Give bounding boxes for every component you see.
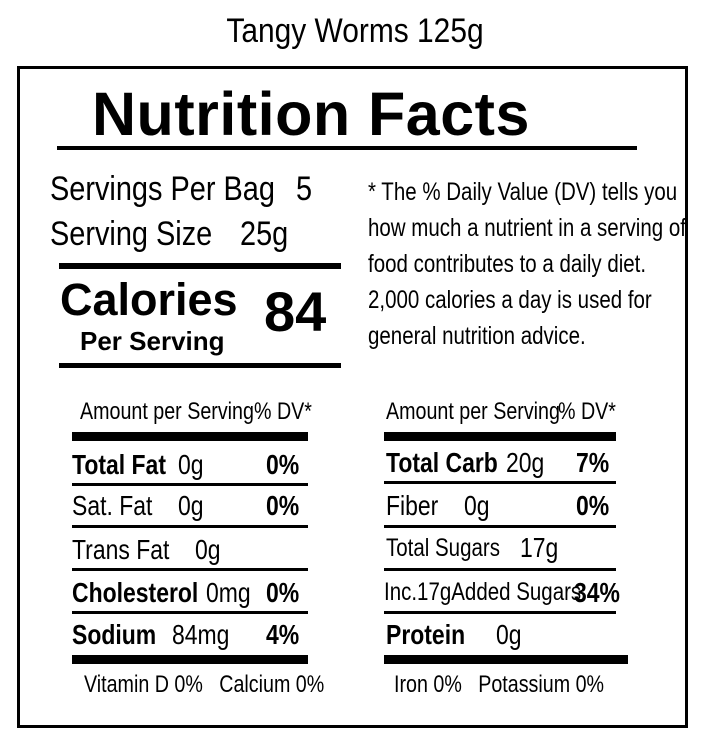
- left-row-dv: 0%: [266, 490, 300, 521]
- right-row-amount: 0g: [496, 619, 522, 650]
- right-row-rule: [384, 481, 616, 484]
- left-header-rule: [72, 432, 308, 441]
- calories-bottom-rule: [59, 363, 341, 368]
- left-row-name: Sodium: [72, 619, 157, 650]
- calories-label: Calories: [60, 274, 238, 325]
- right-row-dv: 34%: [574, 577, 620, 608]
- servings-per-bag-label: Servings Per Bag: [50, 170, 275, 208]
- left-row-amount: 0g: [178, 449, 204, 480]
- right-header-rule: [384, 432, 616, 441]
- right-row-amount: 17g: [520, 532, 559, 563]
- dv-note-line: general nutrition advice.: [368, 322, 586, 350]
- right-row-rule: [384, 611, 616, 614]
- right-header-amount: Amount per Serving: [386, 398, 560, 425]
- dv-note-line: * The % Daily Value (DV) tells you: [368, 178, 678, 206]
- right-footer-minerals: Iron 0% Potassium 0%: [394, 671, 605, 698]
- left-row-rule: [72, 568, 308, 571]
- left-row-amount: 0mg: [206, 577, 251, 608]
- left-row-dv: 4%: [266, 619, 300, 650]
- serving-size-label: Serving Size: [50, 215, 213, 253]
- product-title: Tangy Worms 125g: [226, 12, 484, 50]
- right-row-dv: 7%: [576, 447, 610, 478]
- right-row-name: Total Sugars: [386, 534, 500, 562]
- right-row-name: Inc.17gAdded Sugars: [384, 578, 582, 606]
- dv-note-line: food contributes to a daily diet.: [368, 250, 647, 278]
- serving-size-value: 25g: [240, 215, 289, 253]
- left-row-name: Sat. Fat: [72, 490, 153, 521]
- calories-top-rule: [59, 263, 341, 269]
- heading-rule: [57, 146, 637, 150]
- right-row-name: Protein: [386, 619, 466, 650]
- right-row-dv: 0%: [576, 490, 610, 521]
- left-header-dv: % DV*: [254, 398, 312, 425]
- left-header-amount: Amount per Serving: [80, 398, 254, 425]
- nutrition-label-box: [17, 66, 688, 728]
- right-row-name: Fiber: [386, 490, 439, 521]
- left-row-amount: 84mg: [172, 619, 230, 650]
- left-row-amount: 0g: [195, 534, 221, 565]
- calories-per-serving: Per Serving: [80, 326, 225, 356]
- calories-value: 84: [264, 280, 327, 343]
- right-header-dv: % DV*: [558, 398, 616, 425]
- left-row-rule: [72, 483, 308, 486]
- left-row-dv: 0%: [266, 577, 300, 608]
- dv-note-line: how much a nutrient in a serving of: [368, 214, 686, 242]
- left-row-name: Trans Fat: [72, 534, 170, 565]
- right-row-name: Total Carb: [386, 447, 498, 478]
- left-footer-vitamins: Vitamin D 0% Calcium 0%: [84, 671, 325, 698]
- right-footer-rule: [384, 655, 628, 664]
- left-row-name: Total Fat: [72, 449, 166, 480]
- left-row-dv: 0%: [266, 449, 300, 480]
- right-row-rule: [384, 525, 616, 528]
- left-row-name: Cholesterol: [72, 577, 199, 608]
- right-row-amount: 20g: [506, 447, 545, 478]
- left-row-rule: [72, 525, 308, 528]
- right-row-rule: [384, 568, 616, 571]
- left-footer-rule: [72, 655, 308, 664]
- right-row-amount: 0g: [464, 490, 490, 521]
- nutrition-facts-heading: Nutrition Facts: [92, 80, 530, 148]
- left-row-amount: 0g: [178, 490, 204, 521]
- left-row-rule: [72, 611, 308, 614]
- servings-per-bag-value: 5: [296, 170, 313, 208]
- dv-note-line: 2,000 calories a day is used for: [368, 286, 652, 314]
